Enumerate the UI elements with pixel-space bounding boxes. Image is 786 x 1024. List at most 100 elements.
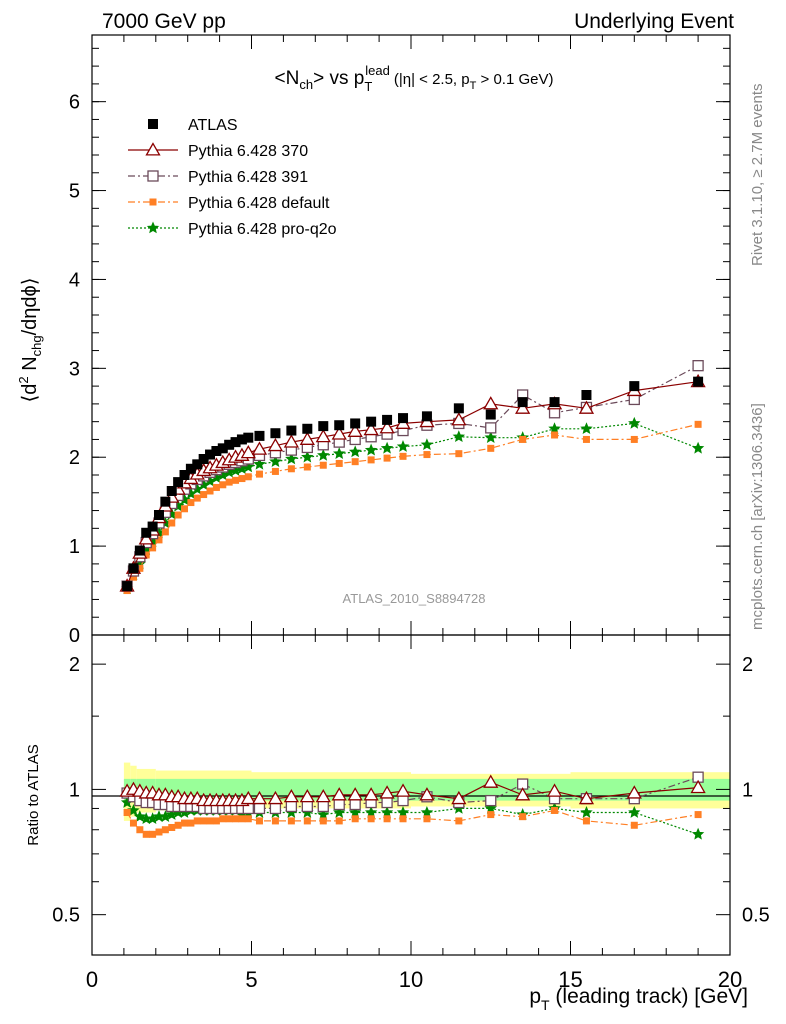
legend: ATLAS Pythia 6.428 370 Pythia 6.428 391 Pyt… — [128, 117, 337, 238]
main-p370-point — [283, 434, 299, 448]
title-cuts: (|η| < 2.5, p — [394, 71, 470, 88]
main-pdefault-point — [206, 487, 214, 495]
main-atlas-point — [134, 545, 145, 556]
header-right: Underlying Event — [574, 10, 734, 33]
main-atlas-point — [581, 390, 592, 400]
main-pdefault-point — [455, 450, 463, 458]
main-atlas-point — [254, 430, 265, 441]
plot-title: <Nch> vs pTlead(|η| < 2.5, pT > 0.1 GeV) — [275, 63, 554, 94]
ratio-p391-point — [397, 794, 409, 807]
title-cuts-end: > 0.1 GeV) — [476, 71, 553, 88]
ratio-p370-point — [347, 787, 363, 801]
main-atlas-point — [173, 477, 184, 488]
ratio-p370-point — [451, 790, 467, 805]
ratio-ytick-label: 0.5 — [52, 905, 80, 927]
ylabel-a-sup: 2 — [16, 376, 31, 383]
main-pdefault-point — [174, 511, 182, 519]
main-pdefault-point — [225, 478, 233, 486]
ratio-pdefault-point — [129, 819, 137, 827]
ratio-p391-point — [285, 800, 298, 813]
ratio-ytick-label-right: 2 — [742, 654, 753, 676]
ylabel-a: ⟨d — [19, 384, 41, 403]
main-atlas-point — [243, 432, 254, 443]
main-pdefault-point — [149, 544, 157, 552]
ratio-p370-point — [315, 788, 331, 803]
ratio-p370-point — [379, 785, 395, 799]
main-atlas-point — [160, 496, 171, 507]
ratio-pdefault-point — [582, 817, 590, 825]
ratio-pq2o-point — [316, 808, 330, 820]
ratio-pq2o-point — [580, 805, 593, 818]
ratio-p370-point — [331, 787, 347, 801]
ratio-pq2o-point — [396, 805, 410, 818]
main-pdefault-point — [193, 494, 201, 502]
main-atlas-point — [153, 510, 164, 520]
main-p370-point — [299, 431, 315, 445]
main-p391-point — [485, 422, 497, 434]
main-ytick-label: 5 — [69, 181, 80, 203]
main-ytick-label: 3 — [69, 358, 80, 380]
main-p370-point — [251, 441, 268, 455]
main-atlas-point — [122, 581, 133, 592]
main-p370-point — [267, 437, 284, 452]
ratio-pdefault-point — [519, 813, 527, 821]
main-series — [119, 360, 706, 595]
main-pq2o-point — [484, 431, 498, 443]
ratio-ytick-label-right: 1 — [742, 779, 753, 801]
ratio-pdefault — [123, 806, 702, 838]
main-p370-point — [363, 421, 379, 436]
main-atlas-point — [286, 425, 297, 436]
ylabel-c: /dηdϕ⟩ — [19, 277, 41, 335]
main-p370-point — [315, 428, 331, 443]
ratio-pdefault-point — [212, 817, 220, 825]
main-p370-point — [379, 420, 395, 434]
ratio-pdefault-point — [193, 817, 201, 825]
ratio-p370-point — [283, 788, 299, 803]
ratio-p370-point — [690, 779, 706, 794]
ratio-pdefault-point — [487, 811, 495, 819]
ratio-pdefault-point — [136, 826, 144, 834]
ratio-pdefault-point — [174, 821, 182, 829]
main-pdefault-point — [187, 499, 195, 507]
main-pdefault-point — [519, 435, 527, 443]
ratio-p370-point — [578, 790, 595, 805]
main-atlas-point — [198, 454, 209, 464]
main-pdefault-point — [582, 435, 590, 443]
ratio-pdefault-point — [335, 817, 343, 825]
ratio-pdefault-point — [367, 815, 375, 823]
ratio-p370-point — [363, 787, 379, 801]
main-atlas-point — [629, 381, 640, 392]
main-p370-point — [451, 412, 467, 426]
main-ytick-label: 6 — [69, 92, 80, 114]
title-main: <N — [275, 68, 300, 89]
legend-label-p391: Pythia 6.428 391 — [188, 169, 308, 186]
xlabel-rest: (leading track) [GeV] — [550, 985, 748, 1008]
main-pq2o-point — [285, 452, 298, 465]
ratio-pdefault-point — [161, 826, 169, 834]
ratio-pdefault-point — [149, 830, 157, 838]
xlabel-p: p — [529, 985, 541, 1008]
ratio-p370 — [119, 774, 706, 807]
title-cuts-sub: T — [470, 80, 477, 92]
main-pdefault-point — [303, 463, 311, 471]
main-axis-ticks: 0 1 2 3 4 5 6 — [69, 35, 731, 647]
main-p370-point — [240, 444, 256, 459]
ratio-pq2o-point — [333, 805, 346, 818]
ratio-ytick-label-right: 0.5 — [742, 905, 770, 927]
ratio-pdefault-point — [630, 821, 638, 829]
ratio-ytick-label: 1 — [69, 779, 80, 801]
ratio-p391-point — [333, 798, 345, 811]
main-atlas-point — [270, 428, 281, 439]
main-ytick-label: 1 — [69, 536, 80, 558]
main-atlas-point — [217, 443, 228, 454]
main-pdefault — [123, 420, 702, 595]
title-vs: > vs p — [313, 68, 364, 89]
main-ytick-label: 2 — [69, 447, 80, 469]
main-atlas-point — [421, 411, 432, 422]
rivet-label: Rivet 3.1.10, ≥ 2.7M events — [749, 84, 766, 267]
legend-marker-p370 — [145, 142, 161, 156]
main-atlas-point — [205, 449, 216, 460]
legend-marker-pq2o — [146, 221, 160, 234]
legend-marker-pdefault — [149, 198, 157, 206]
main-atlas-point — [192, 459, 203, 470]
